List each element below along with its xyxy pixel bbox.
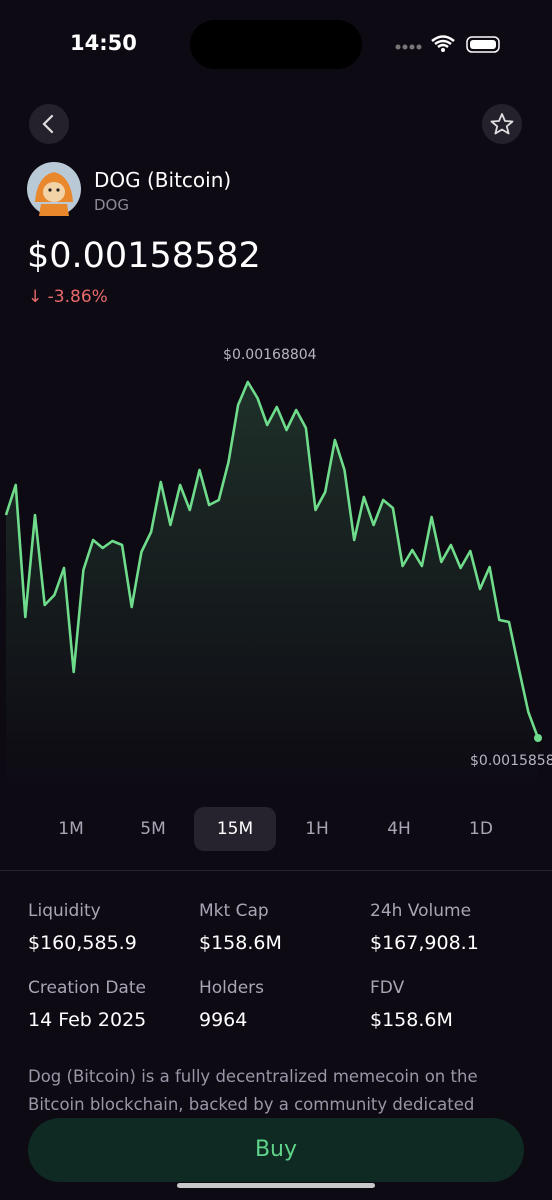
- max-label: $0.00168804: [223, 347, 317, 363]
- status-time: 14:50: [70, 31, 137, 55]
- description-line: Dog (Bitcoin) is a fully decentralized m…: [28, 1067, 478, 1086]
- coin-symbol: DOG: [94, 196, 129, 214]
- description-line: Bitcoin blockchain, backed by a communit…: [28, 1095, 475, 1114]
- stat-value: $158.6M: [370, 1009, 453, 1031]
- buy-button[interactable]: Buy: [28, 1118, 524, 1182]
- timeframe-option[interactable]: 4H: [387, 819, 411, 839]
- price: $0.00158582: [27, 236, 261, 276]
- timeframe-option[interactable]: 1M: [58, 819, 84, 839]
- stat-label: Creation Date: [28, 978, 146, 998]
- home-indicator: [177, 1183, 375, 1188]
- stat-label: FDV: [370, 978, 405, 998]
- divider: [0, 870, 552, 871]
- timeframe-option[interactable]: 5M: [140, 819, 166, 839]
- last-point: [534, 734, 542, 742]
- coin-avatar: [27, 162, 81, 216]
- stat-value: $160,585.9: [28, 932, 137, 954]
- timeframe-option[interactable]: 15M: [194, 807, 276, 851]
- timeframe-option[interactable]: 1D: [469, 819, 493, 839]
- price-line: [4, 380, 540, 739]
- stat-label: Liquidity: [28, 901, 101, 921]
- stat-value: 14 Feb 2025: [28, 1009, 147, 1031]
- stat-value: $158.6M: [199, 932, 282, 954]
- stat-label: Holders: [199, 978, 265, 998]
- coin-name: DOG (Bitcoin): [94, 168, 232, 192]
- status-icons: [395, 35, 500, 53]
- price-chart: $0.00168804 $0.00158582: [4, 347, 552, 790]
- stat-label: 24h Volume: [370, 901, 472, 921]
- stat-value: 9964: [199, 1009, 248, 1031]
- stat-label: Mkt Cap: [199, 901, 269, 921]
- last-label: $0.00158582: [470, 753, 552, 769]
- chart-area: [6, 382, 538, 790]
- dynamic-island: [190, 20, 362, 69]
- back-button[interactable]: [29, 104, 69, 144]
- favorite-button[interactable]: [482, 104, 522, 144]
- price-change: ↓ -3.86%: [28, 287, 108, 307]
- stat-value: $167,908.1: [370, 932, 479, 954]
- timeframe-option[interactable]: 1H: [305, 819, 329, 839]
